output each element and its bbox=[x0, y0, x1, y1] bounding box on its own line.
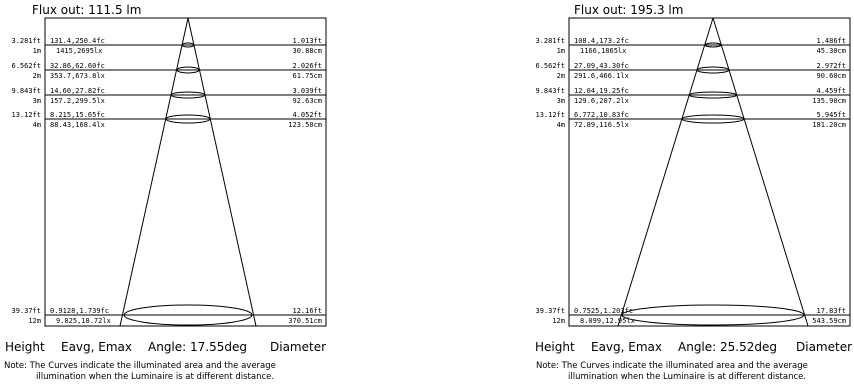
diameter-cm-value: 61.75cm bbox=[292, 72, 322, 80]
note-line-1: Note: The Curves indicate the illuminate… bbox=[536, 361, 808, 371]
flux-out-label: Flux out: 195.3 lm bbox=[574, 3, 684, 17]
height-header: Height bbox=[5, 340, 45, 354]
height-m-label: 12m bbox=[28, 317, 41, 325]
row-labels: 3.281ft 1m 6.562ft 2m 9.843ft 3m 13.12ft… bbox=[535, 37, 846, 325]
illuminance-lx-value: 129.6,207.2lx bbox=[574, 97, 629, 105]
height-m-label: 4m bbox=[557, 121, 565, 129]
height-ft-label: 6.562ft bbox=[11, 62, 41, 70]
beam-diagram-svg: 3.281ft 1m 6.562ft 2m 9.843ft 3m 13.12ft… bbox=[11, 17, 327, 327]
height-m-label: 12m bbox=[552, 317, 565, 325]
illuminance-fc-value: 8.215,15.65fc bbox=[50, 111, 105, 119]
height-ft-label: 9.843ft bbox=[11, 87, 41, 95]
note-line-2: illumination when the Luminaire is at di… bbox=[36, 372, 275, 382]
beam-angle-label: Angle: 25.52deg bbox=[678, 340, 777, 354]
diameter-ft-value: 12.16ft bbox=[292, 307, 322, 315]
height-ft-label: 39.37ft bbox=[535, 307, 565, 315]
beam-plot: 3.281ft 1m 6.562ft 2m 9.843ft 3m 13.12ft… bbox=[528, 17, 854, 333]
row-labels: 3.281ft 1m 6.562ft 2m 9.843ft 3m 13.12ft… bbox=[11, 37, 322, 325]
beam-diagram-panel-1: Flux out: 111.5 lm bbox=[4, 0, 334, 389]
illuminance-lx-value: 157.2,299.5lx bbox=[50, 97, 105, 105]
diameter-cm-value: 543.59cm bbox=[812, 317, 846, 325]
illuminance-lx-value: 72.89,116.5lx bbox=[574, 121, 629, 129]
illuminance-fc-value: 32.86,62.60fc bbox=[50, 62, 105, 70]
eavg-emax-header: Eavg, Emax bbox=[61, 340, 133, 354]
height-m-label: 3m bbox=[557, 97, 565, 105]
beam-diagram-panel-2: Flux out: 195.3 lm bbox=[528, 0, 854, 389]
illuminance-fc-value: 131.4,250.4fc bbox=[50, 37, 105, 45]
diameter-cm-value: 90.60cm bbox=[816, 72, 846, 80]
illuminance-lx-value: 291.6,466.1lx bbox=[574, 72, 629, 80]
illuminance-fc-value: 108.4,173.2fc bbox=[574, 37, 629, 45]
beam-angle-label: Angle: 17.55deg bbox=[148, 340, 247, 354]
diameter-cm-value: 181.20cm bbox=[812, 121, 846, 129]
height-ft-label: 3.281ft bbox=[11, 37, 41, 45]
distance-lines bbox=[45, 44, 326, 316]
frame bbox=[568, 17, 851, 327]
diameter-cm-value: 123.50cm bbox=[288, 121, 322, 129]
diameter-header: Diameter bbox=[796, 340, 853, 354]
illuminance-lx-value: 1166,1865lx bbox=[580, 47, 626, 55]
diameter-cm-value: 30.88cm bbox=[292, 47, 322, 55]
beam-diagram-svg: 3.281ft 1m 6.562ft 2m 9.843ft 3m 13.12ft… bbox=[535, 17, 851, 327]
flux-out-label: Flux out: 111.5 lm bbox=[32, 3, 142, 17]
diameter-cm-value: 370.51cm bbox=[288, 317, 322, 325]
diameter-ft-value: 2.972ft bbox=[816, 62, 846, 70]
illuminance-lx-value: 8.099,12.95lx bbox=[580, 317, 635, 325]
diameter-ft-value: 17.83ft bbox=[816, 307, 846, 315]
height-m-label: 1m bbox=[557, 47, 565, 55]
beam-cone bbox=[617, 17, 809, 327]
height-ft-label: 9.843ft bbox=[535, 87, 565, 95]
height-m-label: 2m bbox=[33, 72, 41, 80]
height-m-label: 1m bbox=[33, 47, 41, 55]
illuminance-fc-value: 27.09,43.30fc bbox=[574, 62, 629, 70]
illuminance-fc-value: 6.772,10.83fc bbox=[574, 111, 629, 119]
beam-cone bbox=[119, 17, 257, 327]
illuminance-lx-value: 1415,2695lx bbox=[56, 47, 102, 55]
illuminance-lx-value: 9.825,18.72lx bbox=[56, 317, 111, 325]
diameter-ft-value: 5.945ft bbox=[816, 111, 846, 119]
diameter-ft-value: 3.039ft bbox=[292, 87, 322, 95]
illuminance-fc-value: 0.7525,1.203fc bbox=[574, 307, 633, 315]
height-m-label: 2m bbox=[557, 72, 565, 80]
diameter-ft-value: 4.459ft bbox=[816, 87, 846, 95]
eavg-emax-header: Eavg, Emax bbox=[591, 340, 663, 354]
height-ft-label: 13.12ft bbox=[535, 111, 565, 119]
height-ft-label: 3.281ft bbox=[535, 37, 565, 45]
note-line-2: illumination when the Luminaire is at di… bbox=[568, 372, 807, 382]
height-ft-label: 13.12ft bbox=[11, 111, 41, 119]
diameter-cm-value: 92.63cm bbox=[292, 97, 322, 105]
diameter-ft-value: 2.026ft bbox=[292, 62, 322, 70]
column-headers: Height Eavg, Emax Angle: 25.52deg Diamet… bbox=[528, 340, 854, 356]
illuminance-lx-value: 88.43,168.4lx bbox=[50, 121, 105, 129]
height-ft-label: 6.562ft bbox=[535, 62, 565, 70]
height-ft-label: 39.37ft bbox=[11, 307, 41, 315]
diameter-ft-value: 4.052ft bbox=[292, 111, 322, 119]
frame bbox=[44, 17, 327, 327]
height-m-label: 3m bbox=[33, 97, 41, 105]
diameter-cm-value: 135.90cm bbox=[812, 97, 846, 105]
beam-plot: 3.281ft 1m 6.562ft 2m 9.843ft 3m 13.12ft… bbox=[4, 17, 334, 333]
diameter-header: Diameter bbox=[270, 340, 327, 354]
illuminance-fc-value: 14.60,27.82fc bbox=[50, 87, 105, 95]
height-header: Height bbox=[535, 340, 575, 354]
diagram-note: Note: The Curves indicate the illuminate… bbox=[4, 361, 334, 383]
distance-lines bbox=[569, 44, 850, 316]
height-m-label: 4m bbox=[33, 121, 41, 129]
illuminance-fc-value: 0.9128,1.739fc bbox=[50, 307, 109, 315]
note-line-1: Note: The Curves indicate the illuminate… bbox=[4, 361, 276, 371]
diagram-note: Note: The Curves indicate the illuminate… bbox=[536, 361, 854, 383]
diameter-ft-value: 1.486ft bbox=[816, 37, 846, 45]
diameter-ft-value: 1.013ft bbox=[292, 37, 322, 45]
illuminance-lx-value: 353.7,673.8lx bbox=[50, 72, 105, 80]
column-headers: Height Eavg, Emax Angle: 17.55deg Diamet… bbox=[4, 340, 334, 356]
diameter-cm-value: 45.30cm bbox=[816, 47, 846, 55]
illuminance-fc-value: 12.04,19.25fc bbox=[574, 87, 629, 95]
